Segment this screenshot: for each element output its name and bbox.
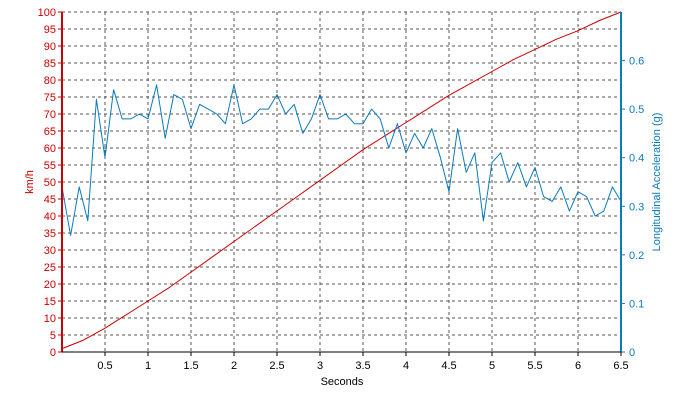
x-tick-label: 4 [403,360,409,372]
x-tick-label: 1.5 [183,360,198,372]
y-left-tick-label: 10 [44,313,56,325]
y-left-tick-label: 45 [44,194,56,206]
y-left-tick-label: 25 [44,262,56,274]
y-right-tick-label: 0.3 [629,201,644,213]
y-left-tick-label: 85 [44,58,56,70]
y-right-tick-label: 0 [629,347,635,359]
axes [58,11,625,356]
y-right-tick-label: 0.6 [629,56,644,68]
plot-series [61,11,622,350]
x-tick-label: 4.5 [441,360,456,372]
grid-lines [62,11,622,352]
x-tick-label: 1 [145,360,151,372]
y-left-axis-label: km/h [24,170,36,194]
y-left-tick-label: 90 [44,41,56,53]
x-tick-label: 6 [575,360,581,372]
x-tick-label: 6.5 [613,360,628,372]
x-tick-label: 5.5 [527,360,542,372]
x-tick-label: 0.5 [97,360,112,372]
y-left-tick-label: 80 [44,75,56,87]
x-tick-label: 3.5 [355,360,370,372]
y-right-tick-label: 0.2 [629,250,644,262]
y-left-tick-label: 95 [44,24,56,36]
y-left-tick-label: 20 [44,279,56,291]
y-left-tick-label: 65 [44,126,56,138]
x-tick-label: 2.5 [269,360,284,372]
y-left-tick-label: 5 [50,330,56,342]
y-left-tick-label: 40 [44,211,56,223]
y-left-tick-label: 100 [38,7,56,19]
y-left-tick-label: 30 [44,245,56,257]
y-left-tick-label: 55 [44,160,56,172]
x-axis-label: Seconds [321,376,364,388]
y-left-tick-label: 75 [44,92,56,104]
y-right-tick-label: 0.5 [629,104,644,116]
y-left-tick-label: 35 [44,228,56,240]
y-left-tick-label: 0 [50,347,56,359]
y-left-tick-label: 15 [44,296,56,308]
x-tick-label: 3 [317,360,323,372]
speed-series-line [61,11,622,350]
y-right-tick-label: 0.1 [629,298,644,310]
y-right-tick-label: 0.4 [629,153,644,165]
x-tick-label: 5 [489,360,495,372]
y-left-tick-label: 70 [44,109,56,121]
tick-labels: 0510152025303540455055606570758085909510… [38,7,645,372]
y-left-tick-label: 50 [44,177,56,189]
x-tick-label: 2 [231,360,237,372]
y-left-tick-label: 60 [44,143,56,155]
y-right-axis-label: Longitudinal Acceleration (g) [651,113,663,252]
acceleration-series-line [61,84,622,236]
